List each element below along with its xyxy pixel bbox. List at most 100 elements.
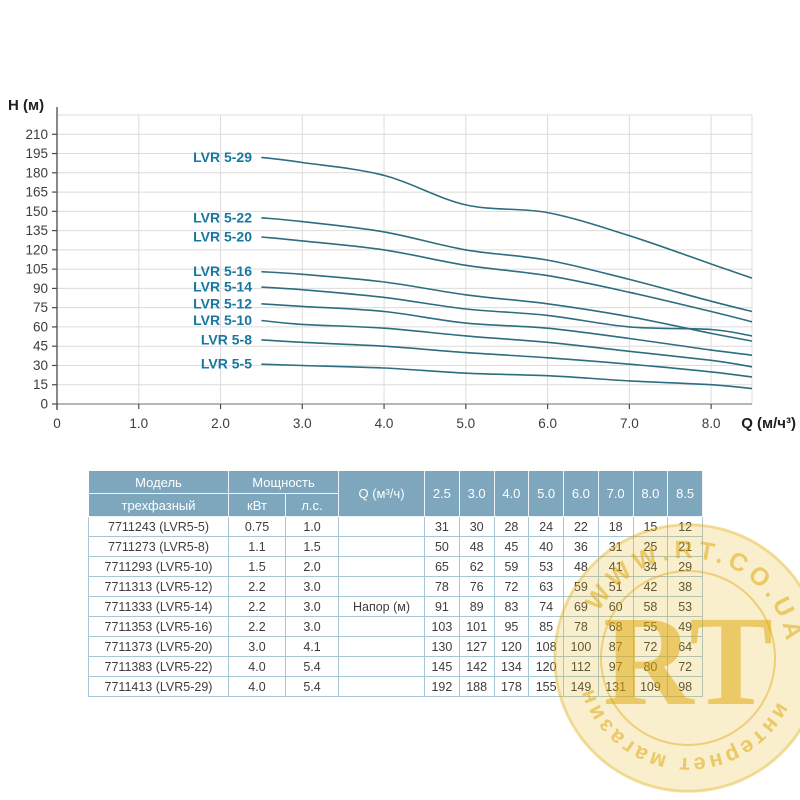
x-tick-label: 1.0	[129, 416, 148, 431]
header-flow-value: 8.0	[632, 470, 669, 517]
head-value-cell: 41	[597, 556, 634, 577]
head-value-cell: 112	[563, 656, 599, 677]
curve-lvr-5-12	[261, 303, 753, 356]
kw-cell: 4.0	[228, 656, 286, 677]
table-row: 7711353 (LVR5-16) 2.2 3.0 103 101 95 85 78 68 55 4…	[88, 616, 704, 637]
head-label-cell	[338, 516, 426, 537]
y-tick-label: 105	[25, 262, 48, 277]
y-tick-label: 120	[25, 242, 48, 257]
hp-cell: 5.4	[284, 676, 340, 697]
head-label-cell	[338, 576, 426, 597]
model-cell: 7711373 (LVR5-20)	[88, 636, 229, 657]
head-value-cell: 49	[667, 616, 704, 637]
head-value-cell: 30	[458, 516, 495, 537]
head-value-cell: 38	[667, 576, 704, 597]
x-tick-label: 2.0	[211, 416, 230, 431]
head-value-cell: 22	[563, 516, 599, 537]
kw-cell: 4.0	[228, 676, 286, 697]
kw-cell: 2.2	[228, 596, 286, 617]
head-value-cell: 87	[597, 636, 634, 657]
curve-lvr-5-5	[261, 363, 753, 390]
x-tick-label: 3.0	[293, 416, 312, 431]
head-label-cell	[338, 636, 426, 657]
table-row: 7711373 (LVR5-20) 3.0 4.1 130 127 120 108 100 87…	[88, 636, 704, 657]
head-value-cell: 60	[597, 596, 634, 617]
y-tick-label: 210	[25, 127, 48, 142]
head-value-cell: 130	[424, 636, 460, 657]
y-axis-title: H (м)	[8, 97, 44, 114]
header-row-2: трехфазный кВт л.с.	[88, 493, 703, 517]
y-tick-label: 75	[33, 300, 48, 315]
head-value-cell: 109	[632, 676, 669, 697]
y-tick-label: 90	[33, 281, 48, 296]
y-tick-label: 15	[33, 377, 48, 392]
table-row: 7711273 (LVR5-8) 1.1 1.5 50 48 45 40 36 31 25 21	[88, 536, 704, 557]
head-label-cell	[338, 676, 426, 697]
head-value-cell: 31	[424, 516, 460, 537]
header-flow-value: 8.5	[667, 470, 704, 517]
curve-label: LVR 5-12	[193, 295, 252, 311]
hp-cell: 1.5	[284, 536, 340, 557]
curve-label: LVR 5-29	[193, 149, 252, 165]
head-value-cell: 36	[563, 536, 599, 557]
head-label-cell	[338, 556, 426, 577]
head-value-cell: 58	[632, 596, 669, 617]
header-power: Мощность	[227, 470, 340, 494]
head-value-cell: 188	[458, 676, 495, 697]
y-tick-label: 30	[33, 358, 48, 373]
head-value-cell: 103	[424, 616, 460, 637]
head-value-cell: 40	[528, 536, 565, 557]
hp-cell: 3.0	[284, 576, 340, 597]
head-value-cell: 97	[597, 656, 634, 677]
kw-cell: 3.0	[228, 636, 286, 657]
head-value-cell: 72	[493, 576, 530, 597]
kw-cell: 2.2	[228, 576, 286, 597]
kw-cell: 2.2	[228, 616, 286, 637]
y-tick-label: 0	[40, 397, 48, 412]
curve-label: LVR 5-10	[193, 312, 252, 328]
head-value-cell: 98	[667, 676, 704, 697]
head-value-cell: 51	[597, 576, 634, 597]
head-value-cell: 101	[458, 616, 495, 637]
header-kw: кВт	[228, 493, 286, 517]
curve-lvr-5-16	[261, 270, 753, 342]
head-value-cell: 45	[493, 536, 530, 557]
head-value-cell: 78	[424, 576, 460, 597]
head-value-cell: 192	[424, 676, 460, 697]
head-value-cell: 34	[632, 556, 669, 577]
y-tick-label: 45	[33, 339, 48, 354]
y-tick-label: 150	[25, 204, 48, 219]
head-value-cell: 15	[632, 516, 669, 537]
head-value-cell: 95	[493, 616, 530, 637]
table-row: 7711333 (LVR5-14) 2.2 3.0 Напор (м) 91 89 83 74…	[88, 596, 704, 617]
y-tick-label: 135	[25, 223, 48, 238]
curve-lvr-5-20	[261, 236, 753, 323]
head-value-cell: 76	[458, 576, 495, 597]
head-value-cell: 131	[597, 676, 634, 697]
head-value-cell: 155	[528, 676, 565, 697]
head-value-cell: 53	[667, 596, 704, 617]
hp-cell: 3.0	[284, 596, 340, 617]
head-value-cell: 29	[667, 556, 704, 577]
curve-lvr-5-22	[261, 217, 753, 313]
y-tick-label: 180	[25, 165, 48, 180]
curve-label: LVR 5-16	[193, 263, 252, 279]
head-value-cell: 127	[458, 636, 495, 657]
x-tick-label: 0	[53, 416, 61, 431]
head-value-cell: 145	[424, 656, 460, 677]
head-label-cell	[338, 656, 426, 677]
model-cell: 7711273 (LVR5-8)	[88, 536, 229, 557]
table-row: 7711243 (LVR5-5) 0.75 1.0 31 30 28 24 22 18 15 12	[88, 516, 704, 537]
head-value-cell: 50	[424, 536, 460, 557]
x-tick-label: 4.0	[375, 416, 394, 431]
head-value-cell: 25	[632, 536, 669, 557]
head-value-cell: 68	[597, 616, 634, 637]
head-value-cell: 59	[493, 556, 530, 577]
kw-cell: 1.5	[228, 556, 286, 577]
x-axis-title: Q (м/ч³)	[741, 415, 796, 432]
model-cell: 7711333 (LVR5-14)	[88, 596, 229, 617]
head-value-cell: 120	[493, 636, 530, 657]
head-value-cell: 85	[528, 616, 565, 637]
x-tick-label: 7.0	[620, 416, 639, 431]
